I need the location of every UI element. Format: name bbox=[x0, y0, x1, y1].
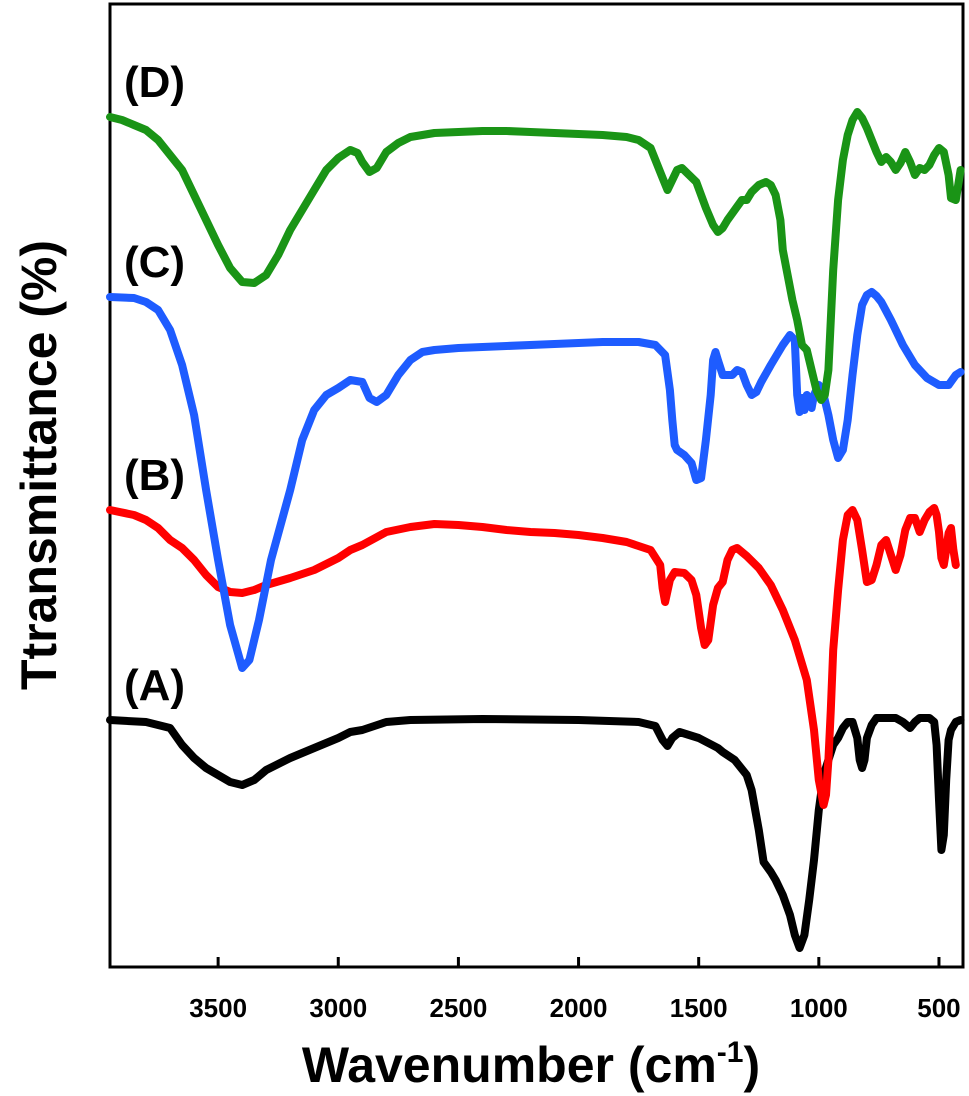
x-tick-layer: 3500 3000 2500 2000 1500 1000 500 bbox=[189, 957, 961, 1023]
series-label-b: (B) bbox=[124, 451, 185, 500]
x-axis-title-sup: -1 bbox=[717, 1036, 744, 1069]
series-layer bbox=[106, 108, 965, 952]
y-axis-title: Ttransmittance (%) bbox=[11, 240, 67, 690]
x-axis-title-close: ) bbox=[743, 1037, 760, 1093]
x-tick-label: 1000 bbox=[790, 993, 848, 1023]
series-line-b bbox=[106, 504, 960, 809]
series-line-a bbox=[106, 714, 965, 952]
series-label-a: (A) bbox=[124, 661, 185, 710]
x-tick-label: 500 bbox=[917, 993, 960, 1023]
x-tick-label: 2500 bbox=[429, 993, 487, 1023]
x-axis-title-main: Wavenumber (cm bbox=[302, 1037, 717, 1093]
x-tick-label: 1500 bbox=[670, 993, 728, 1023]
series-label-d: (D) bbox=[124, 58, 185, 107]
plot-frame bbox=[108, 2, 965, 969]
series-line-d bbox=[106, 108, 965, 404]
series-line-c bbox=[106, 288, 965, 672]
x-tick-label: 3000 bbox=[309, 993, 367, 1023]
x-tick-label: 3500 bbox=[189, 993, 247, 1023]
series-label-layer: (A) (B) (C) (D) bbox=[124, 58, 185, 710]
x-axis-title: Wavenumber (cm-1) bbox=[302, 1036, 760, 1093]
x-tick-label: 2000 bbox=[550, 993, 608, 1023]
series-label-c: (C) bbox=[124, 238, 185, 287]
